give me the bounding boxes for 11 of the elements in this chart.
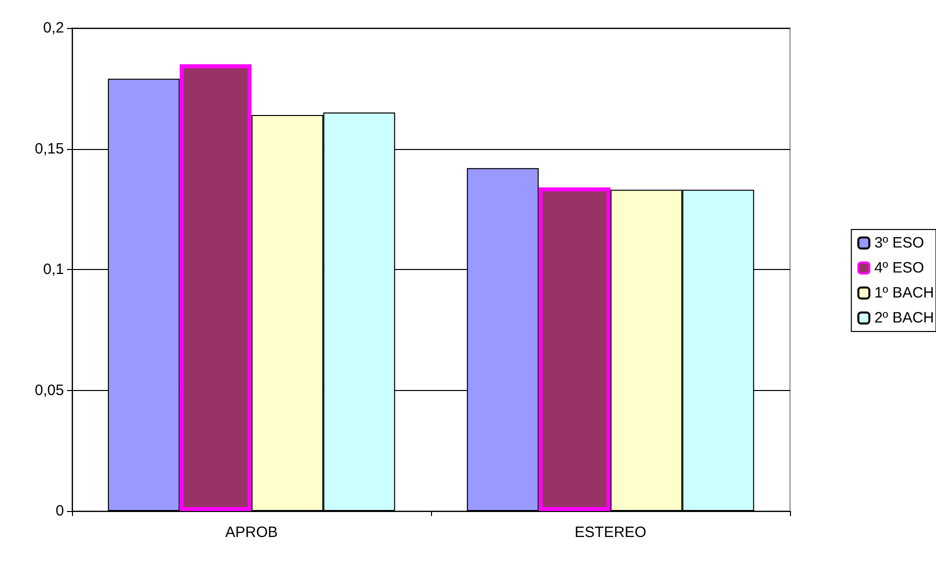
y-tick-label: 0 xyxy=(56,502,64,520)
legend-label: 2º BACH xyxy=(874,310,934,326)
legend-label: 4º ESO xyxy=(874,260,924,276)
x-tick-label: ESTEREO xyxy=(574,524,646,541)
y-tick-label: 0,2 xyxy=(43,20,64,36)
legend-label: 3º ESO xyxy=(874,234,924,252)
y-tick-label: 0,05 xyxy=(34,382,64,399)
y-tick-label: 0,15 xyxy=(34,140,64,158)
x-tick-label: APROB xyxy=(225,524,278,541)
y-tick-label: 0,1 xyxy=(43,261,64,278)
legend-label: 1º BACH xyxy=(874,284,934,302)
